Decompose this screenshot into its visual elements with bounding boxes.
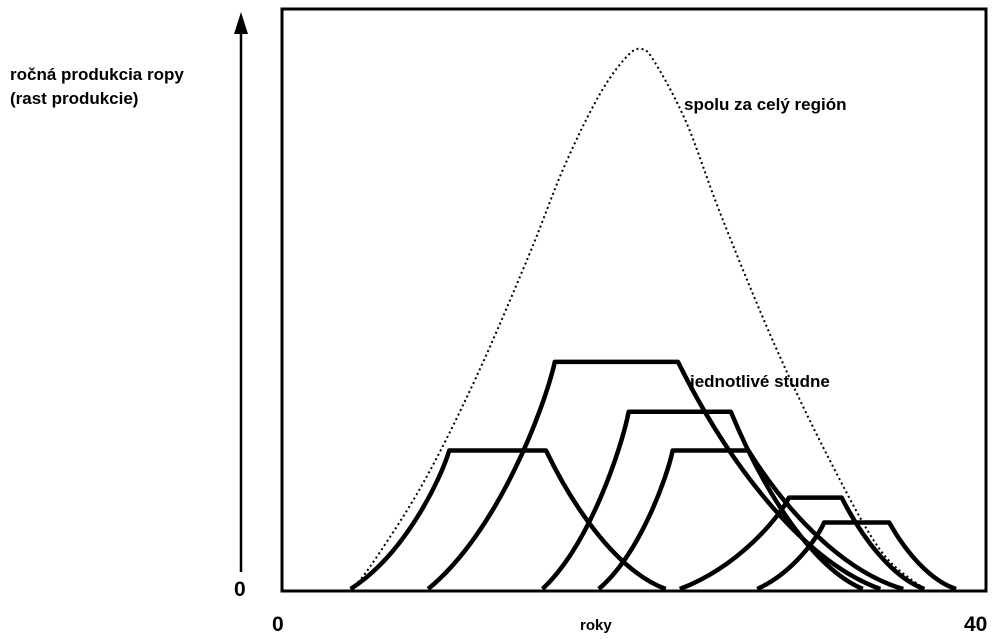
- x-tick-label-start: 0: [272, 613, 284, 636]
- x-axis-label: roky: [580, 617, 612, 634]
- y-axis-label: ročná produkcia ropy (rast produkcie): [10, 65, 189, 108]
- series-layer: [349, 47, 957, 592]
- annotation-total: spolu za celý región: [684, 95, 847, 114]
- annotation-wells: jednotlivé studne: [689, 372, 830, 391]
- y-axis-label-line-1: ročná produkcia ropy: [10, 65, 184, 84]
- well-curve-3: [540, 409, 864, 592]
- y-axis-label-line-2: (rast produkcie): [10, 89, 138, 108]
- y-tick-label-0: 0: [234, 578, 246, 601]
- plot-frame: [280, 7, 988, 593]
- well-curve-6: [756, 520, 957, 592]
- well-curve-2: [426, 359, 882, 592]
- y-axis-arrowhead: [234, 12, 248, 34]
- x-tick-label-end: 40: [964, 613, 987, 636]
- well-curve-4: [597, 448, 904, 592]
- total-region-curve: [349, 47, 926, 590]
- well-curve-5: [678, 495, 926, 592]
